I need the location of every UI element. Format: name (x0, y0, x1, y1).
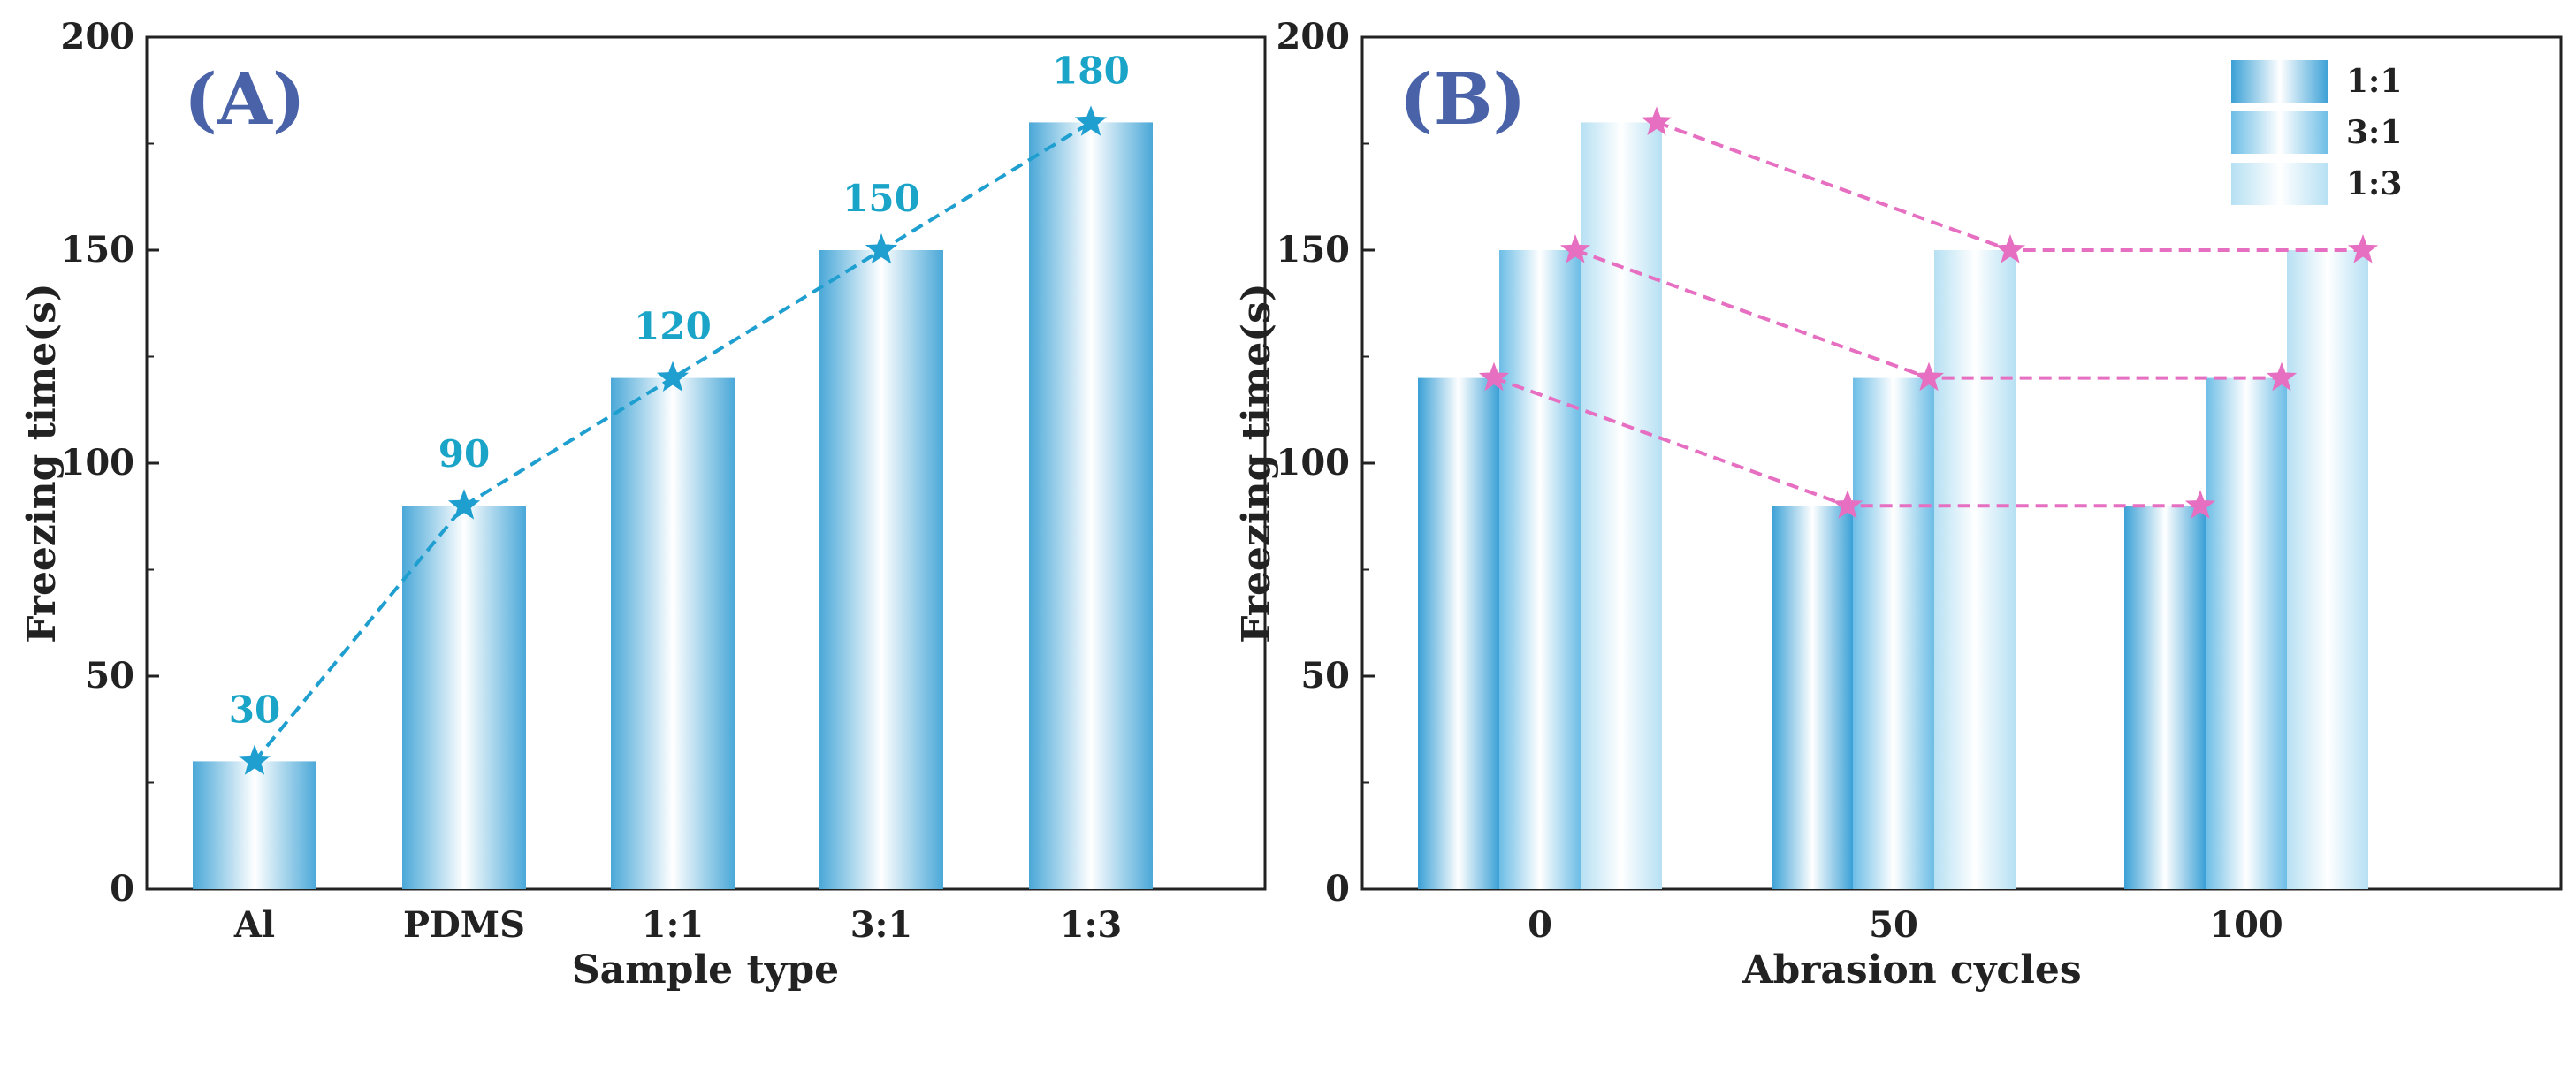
x-tick-label: 50 (1869, 904, 1918, 946)
y-tick-label: 50 (1300, 655, 1350, 696)
bar-1:3-100 (2287, 250, 2368, 889)
legend-swatch (2231, 60, 2328, 103)
bar-1:1-0 (1418, 377, 1499, 890)
bar-1:3 (1029, 122, 1153, 889)
x-tick-label: 100 (2209, 904, 2283, 946)
star-marker (238, 744, 271, 775)
x-tick-label: 1:1 (642, 904, 704, 946)
panel-a-bars (193, 122, 1153, 890)
star-marker (1994, 234, 2026, 263)
star-marker (1641, 106, 1673, 135)
bar-Al (193, 761, 316, 889)
y-tick-label: 100 (1277, 442, 1351, 483)
panel-b-legend: 1:1 3:1 1:3 (2231, 60, 2402, 205)
panel-a-trend-line (238, 105, 1108, 775)
panel-a: (A) 0 50 100 150 200 Al PDMS 1:1 3:1 1:3 30 90 120… (19, 16, 1267, 993)
star-marker (1913, 361, 1945, 392)
y-tick-label: 150 (61, 229, 135, 270)
bar-1:1-50 (1772, 506, 1853, 889)
bar-3:1 (819, 250, 943, 889)
panel-b-y-axis: 0 50 100 150 200 (1277, 16, 1375, 909)
star-marker (1478, 361, 1510, 392)
data-label: 30 (229, 688, 280, 731)
y-tick-label: 200 (61, 16, 135, 57)
x-tick-label: 3:1 (850, 904, 912, 946)
panel-b-x-axis: 0 50 100 (1528, 877, 2283, 946)
panel-b: (B) 0 50 100 150 200 0 50 100 1:1 3:1 1:3 Abrasi… (1234, 16, 2563, 993)
data-label: 90 (438, 432, 490, 476)
panel-b-trend-lines (1478, 106, 2379, 519)
x-tick-label: Al (233, 904, 275, 946)
bar-1:1 (611, 377, 735, 890)
panel-b-x-axis-title: Abrasion cycles (1741, 947, 2081, 993)
legend-label: 1:3 (2346, 165, 2402, 202)
y-tick-label: 50 (85, 655, 134, 696)
legend-label: 1:1 (2346, 63, 2402, 100)
star-marker (1559, 234, 1591, 263)
bar-3:1-50 (1853, 377, 1934, 890)
legend-label: 3:1 (2346, 114, 2402, 151)
star-marker (2266, 361, 2298, 392)
bar-3:1-0 (1499, 250, 1581, 889)
y-tick-label: 0 (110, 868, 134, 909)
data-label: 180 (1052, 49, 1130, 92)
bar-3:1-100 (2206, 377, 2287, 890)
star-marker (865, 233, 898, 264)
y-tick-label: 0 (1325, 868, 1350, 909)
star-marker (447, 489, 481, 520)
data-label: 150 (842, 177, 920, 220)
panel-b-letter: (B) (1399, 57, 1526, 141)
panel-a-y-axis-title: Freezing time(s) (19, 283, 65, 643)
x-tick-label: 0 (1528, 904, 1552, 946)
y-tick-label: 200 (1277, 16, 1351, 57)
trend-line-3:1 (1574, 248, 2282, 380)
bar-1:3-50 (1934, 250, 2016, 889)
star-marker (2184, 490, 2216, 519)
legend-swatch (2231, 163, 2328, 205)
x-tick-label: PDMS (403, 904, 525, 946)
star-marker (1074, 105, 1108, 136)
legend-swatch (2231, 111, 2328, 154)
panel-b-bars (1418, 122, 2368, 890)
x-tick-label: 1:3 (1060, 904, 1122, 946)
panel-a-x-axis-title: Sample type (572, 947, 839, 993)
star-marker (656, 361, 690, 392)
bar-1:1-100 (2124, 506, 2206, 889)
panel-b-y-axis-title: Freezing time(s) (1234, 283, 1279, 643)
star-marker (1832, 490, 1863, 519)
panel-a-data-labels: 30 90 120 150 180 (229, 49, 1130, 731)
panel-a-y-axis: 0 50 100 150 200 (61, 16, 159, 909)
bar-PDMS (402, 506, 526, 889)
y-tick-label: 150 (1277, 229, 1351, 270)
bar-1:3-0 (1581, 122, 1662, 889)
panel-a-letter: (A) (184, 57, 306, 141)
y-tick-label: 100 (61, 442, 135, 483)
data-label: 120 (634, 305, 712, 348)
star-marker (2347, 234, 2379, 263)
